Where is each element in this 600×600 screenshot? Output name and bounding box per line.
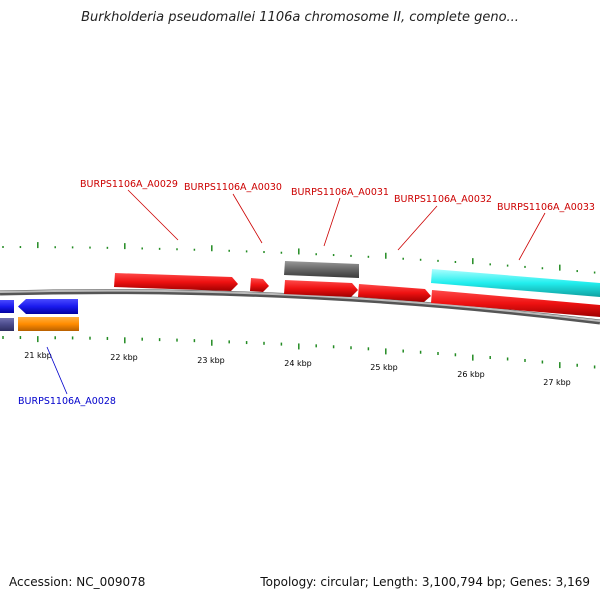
genome-title: Burkholderia pseudomallei 1106a chromoso… [81,10,519,25]
feature-purple[interactable] [0,318,14,331]
gene-burps1106a-a0030[interactable] [250,278,269,292]
scale-label-26kbp: 26 kbp [457,370,485,379]
scale-ticks-top [2,242,596,274]
gene-label-a0029[interactable]: BURPS1106A_A0029 [80,179,178,190]
chromosome-backbone [0,289,600,325]
gene-label-a0028[interactable]: BURPS1106A_A0028 [18,396,116,407]
scale-label-23kbp: 23 kbp [197,356,225,365]
scale-label-25kbp: 25 kbp [370,363,398,372]
callout-line-a0029 [127,189,179,241]
feature-gray[interactable] [284,261,359,278]
gene-label-a0031[interactable]: BURPS1106A_A0031 [291,187,389,198]
callout-line-a0033 [518,212,546,261]
gene-left-blue-fragment[interactable] [0,300,14,313]
gene-burps1106a-a0033[interactable] [431,290,600,317]
gene-burps1106a-a0031[interactable] [284,280,358,297]
gene-burps1106a-a0032[interactable] [358,284,431,302]
gene-label-a0030[interactable]: BURPS1106A_A0030 [184,182,282,193]
gene-burps1106a-a0028[interactable] [18,299,78,314]
callout-line-a0030 [232,193,263,244]
callout-line-a0031 [323,197,341,247]
gene-label-a0033[interactable]: BURPS1106A_A0033 [497,202,595,213]
scale-label-27kbp: 27 kbp [543,378,571,387]
scale-label-22kbp: 22 kbp [110,353,138,362]
scale-label-24kbp: 24 kbp [284,359,312,368]
feature-orange[interactable] [18,317,79,331]
chromosome-backbone-highlight [0,289,600,322]
gene-burps1106a-a0029[interactable] [114,273,238,291]
feature-cyan[interactable] [431,269,600,297]
topology-text: Topology: circular; Length: 3,100,794 bp… [260,575,590,589]
callout-line-a0032 [397,205,438,251]
callout-line-a0028 [46,346,68,395]
accession-text: Accession: NC_009078 [9,575,146,589]
gene-label-a0032[interactable]: BURPS1106A_A0032 [394,194,492,205]
scale-label-21kbp: 21 kbp [24,351,52,360]
scale-ticks-bottom [2,336,596,369]
